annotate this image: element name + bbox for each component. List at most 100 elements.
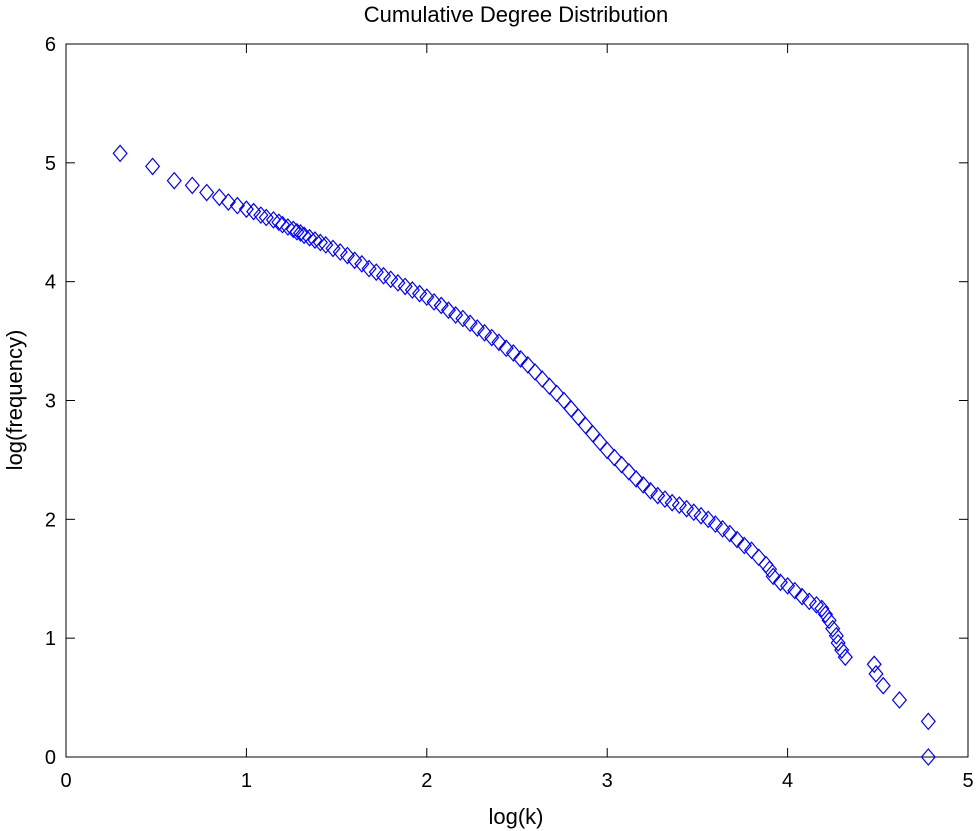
y-tick-label: 1	[45, 628, 56, 650]
data-point	[693, 506, 709, 525]
data-point	[621, 462, 637, 481]
data-point	[868, 664, 884, 683]
data-point	[920, 748, 936, 766]
plot-frame	[65, 43, 969, 758]
data-point	[606, 448, 623, 467]
data-point	[761, 560, 778, 579]
data-point	[246, 202, 262, 221]
data-point	[834, 641, 850, 659]
data-point	[285, 220, 301, 239]
data-point	[837, 648, 853, 667]
data-point	[729, 530, 745, 549]
data-point	[292, 224, 309, 242]
data-point	[166, 171, 182, 190]
x-tick-label: 3	[602, 770, 613, 792]
data-point	[433, 296, 449, 315]
data-point	[375, 266, 392, 285]
data-point	[462, 314, 478, 333]
data-point	[513, 349, 529, 368]
data-point	[830, 633, 846, 652]
data-point	[534, 370, 550, 389]
data-point	[920, 712, 936, 731]
data-point	[301, 228, 318, 247]
y-tick-label: 6	[45, 34, 56, 56]
data-point	[527, 363, 543, 381]
data-point	[817, 605, 834, 624]
data-point	[332, 243, 348, 261]
data-point	[671, 496, 687, 514]
y-tick-label: 2	[45, 509, 56, 531]
data-point	[491, 333, 507, 352]
data-point	[318, 235, 334, 254]
data-point	[628, 470, 644, 488]
data-point	[274, 215, 291, 234]
data-point	[891, 691, 908, 709]
data-point	[426, 292, 442, 311]
data-point	[368, 263, 384, 282]
data-point	[700, 510, 716, 529]
data-point	[758, 555, 774, 574]
data-point	[411, 284, 428, 303]
data-point	[801, 592, 817, 611]
data-point	[650, 486, 666, 505]
axis-ticks	[65, 43, 969, 758]
data-point	[397, 277, 413, 296]
data-point	[253, 206, 269, 225]
data-point	[577, 416, 594, 435]
data-point	[570, 408, 586, 427]
data-point	[751, 548, 767, 567]
data-point	[484, 328, 500, 347]
data-point	[657, 490, 673, 509]
x-tick-label: 2	[421, 770, 432, 792]
data-point	[271, 213, 287, 232]
data-point	[866, 655, 882, 674]
data-point	[642, 481, 659, 500]
data-point	[184, 176, 200, 195]
data-point	[289, 222, 305, 241]
chart-title: Cumulative Degree Distribution	[364, 2, 668, 27]
x-tick-label: 4	[782, 770, 793, 792]
data-point	[440, 301, 457, 320]
data-point	[592, 433, 608, 452]
x-tick-label: 0	[60, 770, 71, 792]
data-point	[145, 157, 161, 176]
data-point	[556, 391, 572, 410]
data-point	[772, 573, 788, 592]
data-point	[780, 576, 796, 595]
data-point	[765, 567, 781, 586]
data-point	[678, 499, 695, 518]
data-point	[599, 441, 615, 460]
data-point	[112, 144, 128, 163]
data-point	[585, 424, 601, 443]
data-point	[347, 251, 363, 270]
data-point	[715, 519, 731, 538]
y-tick-label: 5	[45, 153, 56, 175]
data-point	[339, 246, 356, 265]
data-point	[794, 587, 810, 606]
data-point	[541, 377, 558, 396]
data-point	[296, 226, 312, 245]
data-point	[404, 281, 420, 299]
x-tick-label: 1	[241, 770, 252, 792]
data-point	[229, 196, 245, 215]
data-point	[664, 493, 680, 512]
data-point	[686, 503, 702, 522]
data-point	[707, 515, 724, 534]
y-tick-label: 0	[45, 747, 56, 769]
data-point	[722, 524, 738, 543]
x-tick-label: 5	[962, 770, 973, 792]
data-point	[825, 619, 841, 638]
data-point	[383, 270, 399, 289]
data-point	[875, 676, 891, 695]
data-point	[743, 541, 760, 560]
data-point	[828, 626, 844, 645]
axis-tick-labels: 0 1 2 3 4 5 0 1 2 3 4 5 6	[45, 34, 974, 792]
data-point	[469, 319, 485, 337]
data-point	[211, 188, 227, 207]
y-axis-label: log(frequency)	[2, 330, 27, 471]
data-point	[614, 455, 630, 474]
data-point	[563, 399, 579, 418]
data-point	[736, 536, 752, 555]
data-point	[390, 273, 406, 292]
